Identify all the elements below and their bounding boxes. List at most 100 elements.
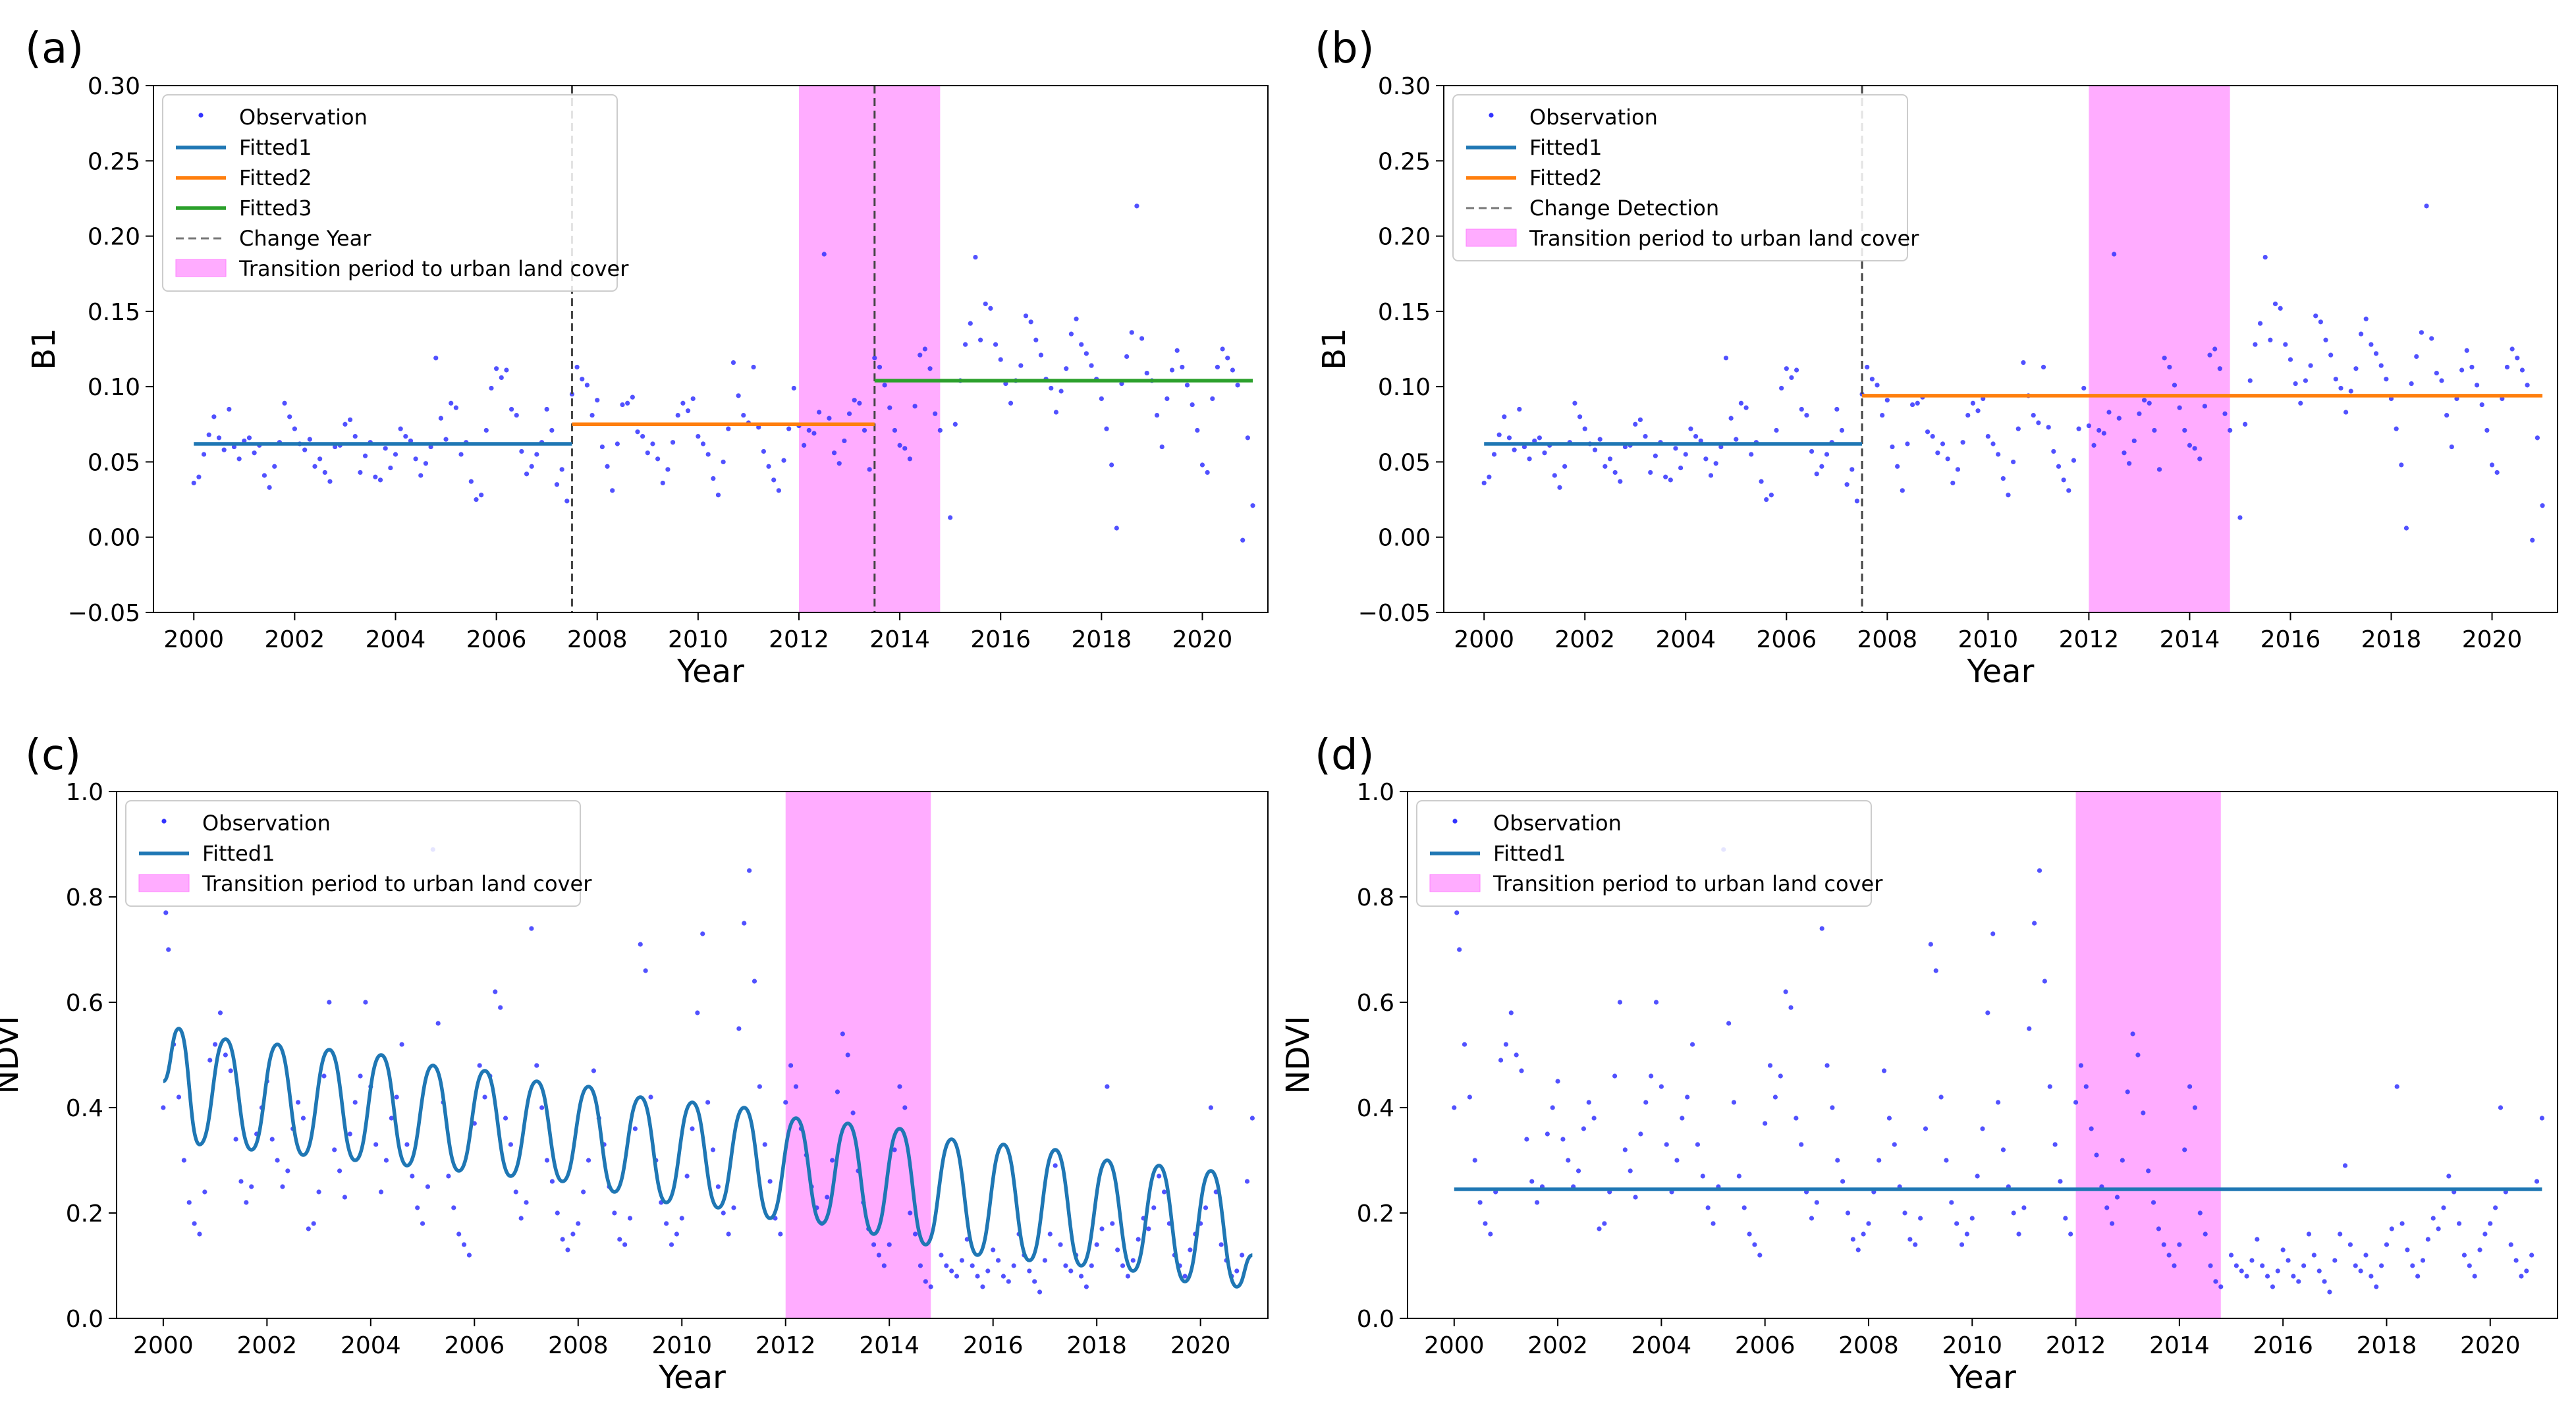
observation-point	[882, 383, 887, 388]
x-tick-label: 2016	[2261, 626, 2321, 653]
observation-point	[2308, 363, 2313, 368]
observation-point	[1723, 356, 1729, 361]
y-tick-label: 0.30	[88, 73, 140, 100]
transition-period-band	[2075, 792, 2221, 1318]
x-tick-label: 2002	[237, 1332, 298, 1359]
observation-point	[1680, 1116, 1685, 1121]
x-tick-label: 2018	[1072, 626, 1132, 653]
observation-point	[1064, 366, 1069, 371]
observation-point	[2228, 427, 2233, 433]
observation-point	[576, 1221, 581, 1226]
observation-point	[456, 1231, 462, 1237]
observation-point	[2151, 1200, 2156, 1205]
observation-point	[451, 1205, 456, 1210]
observation-point	[1457, 947, 1462, 952]
observation-point	[474, 497, 479, 502]
observation-point	[1928, 942, 1933, 947]
observation-point	[581, 1189, 586, 1195]
legend-label: Transition period to urban land cover	[1529, 226, 1919, 251]
observation-point	[968, 321, 973, 326]
observation-point	[1208, 1105, 1213, 1110]
observation-point	[2384, 1242, 2390, 1247]
observation-point	[757, 1084, 762, 1089]
observation-point	[2260, 1263, 2265, 1268]
observation-point	[1938, 1094, 1944, 1100]
observation-point	[534, 1063, 539, 1068]
observation-point	[161, 1105, 166, 1110]
legend-observation-marker	[1489, 113, 1494, 118]
observation-point	[2233, 1263, 2239, 1268]
observation-point	[163, 910, 169, 915]
y-tick-label: 0.20	[1378, 224, 1431, 251]
observation-point	[518, 1216, 524, 1221]
observation-point	[1130, 1258, 1136, 1263]
observation-point	[1602, 1221, 1607, 1226]
observation-point	[721, 1210, 726, 1216]
observation-point	[1935, 450, 1940, 456]
observation-point	[393, 452, 398, 457]
x-tick-label: 2006	[1735, 1332, 1795, 1359]
observation-point	[2489, 462, 2495, 468]
observation-point	[1235, 383, 1240, 388]
observation-point	[2063, 1216, 2068, 1221]
observation-point	[1693, 433, 1699, 439]
observation-point	[479, 493, 484, 498]
observation-point	[1115, 1247, 1120, 1253]
observation-point	[2177, 405, 2182, 410]
observation-point	[2373, 351, 2379, 356]
observation-point	[897, 443, 902, 448]
observation-point	[477, 1063, 482, 1068]
observation-point	[1099, 396, 1104, 402]
observation-point	[1809, 448, 1815, 454]
observation-point	[1028, 319, 1033, 325]
observation-point	[2016, 1231, 2021, 1237]
observation-point	[817, 410, 822, 415]
observation-point	[1892, 1142, 1897, 1147]
plot-area	[161, 792, 1255, 1318]
observation-point	[1592, 447, 1598, 452]
observation-point	[1157, 1173, 1162, 1179]
observation-point	[1850, 467, 1855, 472]
observation-point	[696, 433, 701, 439]
observation-point	[2280, 1247, 2286, 1253]
y-tick-label: 0.2	[1357, 1200, 1394, 1227]
y-tick-label: 0.6	[66, 990, 103, 1017]
y-tick-label: 0.00	[88, 525, 140, 552]
observation-point	[635, 429, 640, 435]
observation-point	[2288, 357, 2293, 362]
observation-point	[622, 1242, 628, 1247]
observation-point	[2311, 1253, 2316, 1258]
observation-point	[1165, 396, 1170, 402]
observation-point	[1581, 1126, 1587, 1131]
observation-point	[2152, 427, 2157, 433]
observation-point	[2429, 336, 2434, 341]
observation-point	[2464, 348, 2469, 353]
observation-point	[1964, 1231, 1970, 1237]
observation-point	[388, 465, 393, 471]
observation-point	[2032, 921, 2037, 926]
observation-point	[2449, 444, 2454, 450]
observation-point	[2147, 400, 2152, 406]
observation-point	[1058, 1242, 1063, 1247]
x-tick-label: 2010	[1942, 1332, 2002, 1359]
observation-point	[2488, 1221, 2493, 1226]
observation-point	[1839, 427, 1845, 433]
observation-point	[1975, 1173, 1980, 1179]
observation-point	[1068, 331, 1074, 337]
observation-point	[1190, 402, 1195, 408]
observation-point	[1180, 364, 1185, 370]
observation-point	[1481, 480, 1487, 486]
observation-point	[742, 921, 747, 926]
observation-point	[1529, 1179, 1535, 1184]
panel-a: (a) 2000 2002 2004 2006 2008 2010 2012 2014 2016 2…	[25, 24, 1269, 690]
observation-point	[730, 360, 736, 365]
observation-point	[871, 1242, 877, 1247]
legend-label: Observation	[1529, 105, 1658, 130]
observation-point	[1003, 381, 1008, 387]
observation-point	[383, 446, 388, 451]
observation-point	[887, 1242, 892, 1247]
observation-point	[993, 342, 999, 347]
observation-point	[872, 356, 877, 361]
x-tick-label: 2012	[769, 626, 829, 653]
